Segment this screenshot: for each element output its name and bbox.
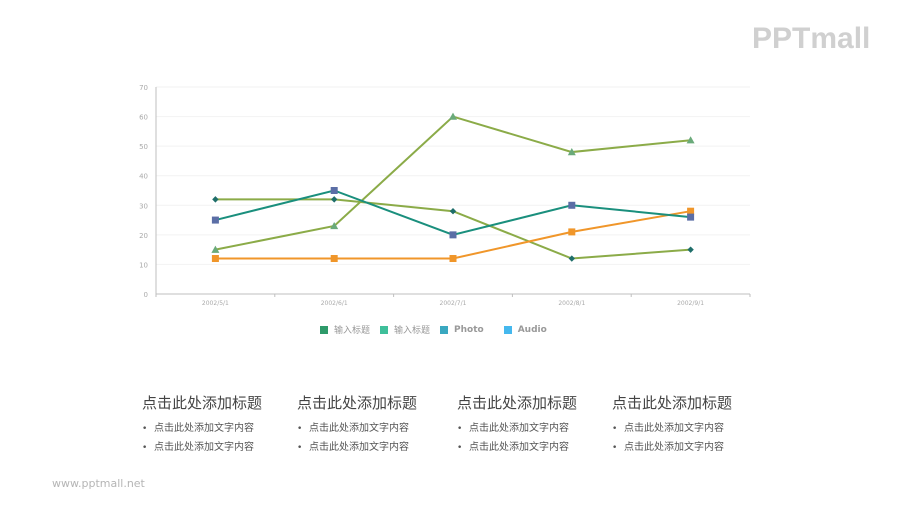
square-marker-icon — [687, 207, 695, 215]
x-tick-label: 2002/5/1 — [202, 300, 229, 307]
diamond-marker-icon — [449, 208, 457, 215]
bullet-item[interactable]: • 点击此处添加文字内容 — [457, 442, 569, 453]
legend-item[interactable]: Photo — [440, 325, 484, 335]
square-marker-icon — [330, 255, 338, 263]
legend-item[interactable]: 输入标题 — [320, 323, 370, 336]
square-marker-icon — [687, 213, 695, 221]
bullet-item[interactable]: • 点击此处添加文字内容 — [142, 442, 254, 453]
column-title[interactable]: 点击此处添加标题 — [142, 394, 263, 412]
diamond-marker-icon — [331, 196, 338, 203]
column-title[interactable]: 点击此处添加标题 — [457, 394, 578, 412]
triangle-marker-icon — [330, 221, 339, 230]
y-tick-label: 10 — [139, 261, 148, 269]
triangle-marker-icon — [211, 245, 220, 253]
y-tick-label: 30 — [139, 202, 148, 210]
square-marker-icon — [330, 187, 338, 194]
series-line — [215, 115, 691, 251]
bullet-item[interactable]: • 点击此处添加文字内容 — [297, 442, 409, 453]
y-tick-label: 60 — [139, 114, 148, 122]
square-marker-icon — [211, 216, 219, 224]
bullet-item[interactable]: • 点击此处添加文字内容 — [457, 423, 569, 434]
y-tick-label: 40 — [139, 173, 148, 181]
chart-legend: 输入标题 输入标题 Photo Audio — [320, 323, 547, 336]
bullet-item[interactable]: • 点击此处添加文字内容 — [612, 442, 724, 453]
legend-label: 输入标题 — [394, 326, 431, 336]
legend-item[interactable]: Audio — [503, 324, 547, 335]
square-marker-icon — [568, 228, 576, 236]
triangle-marker-icon — [686, 136, 695, 144]
diamond-marker-icon — [568, 255, 575, 262]
y-tick-label: 20 — [139, 232, 148, 240]
bullet-item[interactable]: • 点击此处添加文字内容 — [297, 423, 409, 434]
bullet-item[interactable]: • 点击此处添加文字内容 — [142, 423, 254, 434]
legend-swatch-icon — [380, 325, 389, 334]
text-column-3: 点击此处添加标题 • 点击此处添加文字内容 • 点击此处添加文字内容 — [457, 392, 617, 457]
footer-url[interactable]: www.pptmall.net — [52, 477, 145, 490]
bullet-item[interactable]: • 点击此处添加文字内容 — [612, 423, 724, 434]
text-column-2: 点击此处添加标题 • 点击此处添加文字内容 • 点击此处添加文字内容 — [297, 392, 457, 457]
legend-label: 输入标题 — [334, 326, 371, 336]
diamond-marker-icon — [212, 196, 219, 203]
legend-swatch-icon — [440, 325, 449, 334]
square-marker-icon — [568, 201, 576, 209]
square-marker-icon — [449, 231, 457, 239]
text-column-1: 点击此处添加标题 • 点击此处添加文字内容 • 点击此处添加文字内容 — [142, 392, 302, 457]
legend-label: Photo — [454, 324, 484, 335]
x-tick-label: 2002/7/1 — [440, 300, 467, 307]
square-marker-icon — [449, 255, 457, 263]
triangle-marker-icon — [567, 148, 576, 156]
square-marker-icon — [211, 255, 219, 263]
y-tick-label: 50 — [139, 143, 148, 151]
y-tick-label: 70 — [139, 84, 148, 92]
x-tick-label: 2002/6/1 — [321, 300, 348, 307]
legend-label: Audio — [517, 324, 547, 335]
column-title[interactable]: 点击此处添加标题 — [297, 394, 418, 412]
legend-swatch-icon — [503, 325, 512, 334]
text-column-4: 点击此处添加标题 • 点击此处添加文字内容 • 点击此处添加文字内容 — [612, 392, 772, 457]
triangle-marker-icon — [449, 112, 457, 120]
legend-swatch-icon — [320, 325, 328, 334]
column-title[interactable]: 点击此处添加标题 — [612, 394, 733, 412]
pptmall-logo: PPTmall — [752, 22, 871, 55]
y-tick-label: 0 — [144, 291, 148, 299]
diamond-marker-icon — [687, 246, 694, 253]
x-tick-label: 2002/8/1 — [558, 300, 585, 307]
x-tick-label: 2002/9/1 — [677, 300, 704, 307]
legend-item[interactable]: 输入标题 — [380, 323, 430, 336]
